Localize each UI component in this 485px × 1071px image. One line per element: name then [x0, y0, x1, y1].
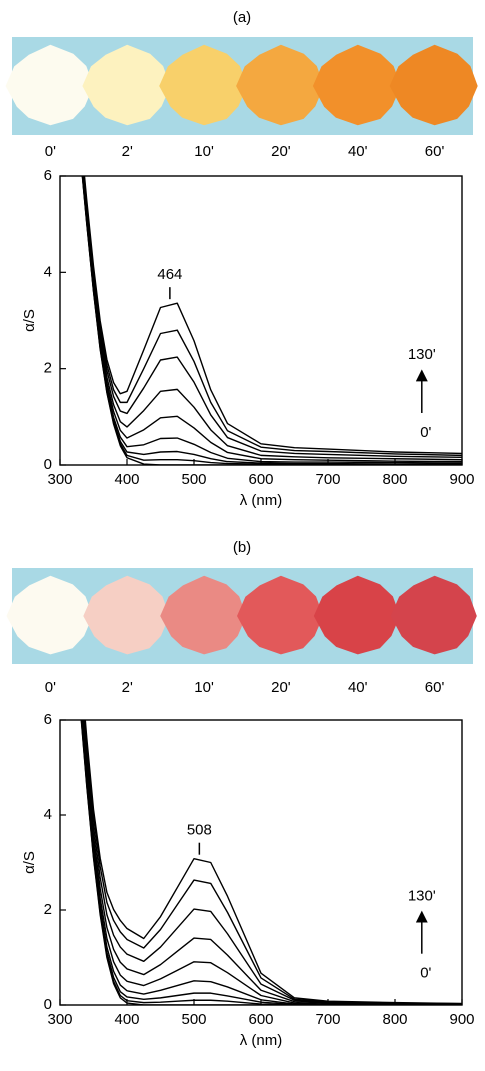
x-tick-label: 400 [114, 1011, 139, 1028]
swatch-label: 20' [271, 143, 291, 160]
swatch-label: 0' [45, 679, 56, 696]
y-tick-label: 2 [44, 901, 52, 918]
x-tick-label: 400 [114, 471, 139, 488]
swatch [390, 575, 477, 655]
x-tick-label: 500 [181, 1011, 206, 1028]
swatch-label: 60' [425, 143, 445, 160]
swatch [6, 575, 93, 655]
y-axis-label: α/S [21, 309, 38, 332]
y-axis-label: α/S [21, 851, 38, 874]
spectrum-line [83, 176, 462, 455]
spectrum-line [82, 176, 462, 461]
swatch [237, 575, 324, 655]
y-tick-label: 0 [44, 456, 52, 473]
x-tick-label: 900 [449, 471, 474, 488]
x-tick-label: 500 [181, 471, 206, 488]
peak-label: 464 [157, 266, 182, 283]
swatch-label: 40' [348, 679, 368, 696]
spectrum-line [83, 720, 462, 1005]
x-tick-label: 600 [248, 1011, 273, 1028]
panel-title: (b) [233, 539, 251, 556]
spectrum-line [80, 720, 462, 1005]
y-tick-label: 2 [44, 360, 52, 377]
arrow-bottom-label: 0' [420, 424, 431, 441]
spectrum-line [83, 176, 462, 457]
panel-title: (a) [233, 9, 251, 26]
curves [81, 176, 462, 465]
swatch-label: 40' [348, 143, 368, 160]
y-tick-label: 4 [44, 263, 52, 280]
x-tick-label: 600 [248, 471, 273, 488]
x-tick-label: 800 [382, 1011, 407, 1028]
spectrum-line [81, 176, 462, 465]
arrow-top-label: 130' [408, 346, 436, 363]
spectrum-line [83, 176, 462, 458]
swatch [83, 575, 170, 655]
swatch [159, 44, 248, 126]
spectrum-line [82, 176, 462, 463]
swatch [160, 575, 247, 655]
swatch-label: 10' [194, 143, 214, 160]
swatch-label: 2' [122, 143, 133, 160]
spectrum-line [81, 720, 462, 1005]
peak-label: 508 [187, 822, 212, 839]
x-axis-label: λ (nm) [240, 492, 283, 509]
swatch [82, 44, 171, 126]
spectrum-line [83, 720, 462, 1005]
x-axis-label: λ (nm) [240, 1032, 283, 1049]
arrow-bottom-label: 0' [420, 965, 431, 982]
spectrum-line [82, 720, 462, 1005]
spectrum-line [80, 720, 462, 1005]
plot-frame [59, 719, 463, 1006]
curves [80, 720, 462, 1005]
spectrum-line [80, 720, 462, 1005]
x-tick-label: 900 [449, 1011, 474, 1028]
swatch [236, 44, 324, 126]
y-tick-label: 6 [44, 167, 52, 184]
swatch [312, 44, 401, 126]
x-tick-label: 300 [47, 1011, 72, 1028]
y-tick-label: 0 [44, 996, 52, 1013]
swatch-label: 20' [271, 679, 291, 696]
y-tick-label: 6 [44, 711, 52, 728]
x-tick-label: 700 [315, 471, 340, 488]
swatch-label: 60' [425, 679, 445, 696]
swatch-label: 10' [194, 679, 214, 696]
swatch-label: 2' [122, 679, 133, 696]
swatch [389, 44, 478, 126]
swatch [5, 44, 94, 126]
x-tick-label: 300 [47, 471, 72, 488]
y-tick-label: 4 [44, 806, 52, 823]
arrow-top-label: 130' [408, 888, 436, 905]
swatch [313, 575, 400, 655]
spectrum-line [84, 720, 462, 1005]
spectrum-line [81, 720, 462, 1005]
swatch-label: 0' [45, 143, 56, 160]
x-tick-label: 800 [382, 471, 407, 488]
x-tick-label: 700 [315, 1011, 340, 1028]
plot-frame [59, 175, 463, 466]
